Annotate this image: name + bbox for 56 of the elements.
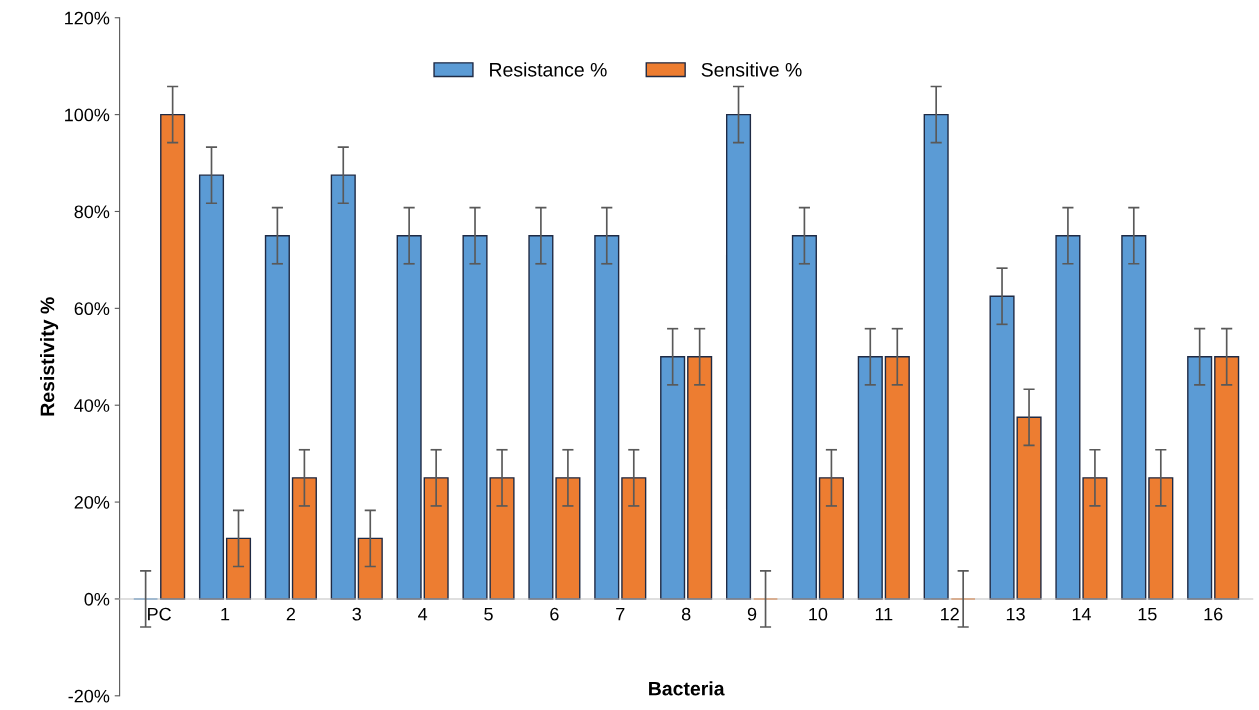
bar (594, 234, 620, 600)
x-tick-label: 16 (1204, 607, 1223, 621)
bar (1187, 356, 1213, 600)
bar (857, 356, 883, 600)
bar (818, 477, 844, 600)
bar (198, 174, 225, 600)
bar (660, 356, 686, 600)
bar (160, 113, 186, 600)
legend-label: Sensitive % (701, 62, 802, 77)
bar (423, 477, 449, 600)
bar (396, 234, 422, 600)
x-tick-label: 12 (941, 607, 959, 621)
bar (725, 113, 752, 600)
bar (1055, 234, 1081, 600)
y-tick-label: 20% (74, 496, 110, 509)
y-tick-label: 100% (65, 108, 110, 122)
x-tick-label: 2 (286, 607, 295, 621)
bar (621, 477, 647, 600)
x-tick-label: 4 (418, 607, 428, 621)
x-tick-label: 15 (1138, 607, 1157, 621)
y-axis-title: Resistivity % (40, 297, 59, 416)
x-tick-label: 6 (550, 607, 559, 621)
bar (528, 234, 554, 600)
bar (330, 174, 356, 600)
x-tick-label: 10 (809, 607, 828, 621)
x-tick-label: 11 (875, 607, 893, 621)
bar (357, 537, 383, 600)
x-tick-label: 5 (484, 607, 493, 621)
y-tick-label: 120% (65, 11, 110, 25)
x-tick-label: 13 (1006, 607, 1025, 621)
x-tick-label: 14 (1072, 607, 1091, 621)
x-tick-label: 1 (221, 607, 230, 621)
x-tick-label: 8 (681, 607, 691, 621)
bar (687, 356, 713, 600)
x-tick-label: PC (148, 607, 171, 621)
x-tick-label: 3 (352, 607, 361, 621)
y-tick-label: 40% (74, 399, 110, 412)
bar (1121, 234, 1147, 600)
bar (225, 537, 252, 600)
bar (884, 356, 910, 600)
x-tick-label: 7 (616, 607, 625, 621)
x-axis-title: Bacteria (649, 681, 725, 696)
y-tick-label: -20% (68, 689, 110, 703)
y-tick-label: 0% (84, 592, 110, 606)
bar (555, 477, 581, 600)
bar (264, 234, 290, 600)
y-tick-label: 60% (74, 302, 110, 316)
bar (923, 113, 949, 600)
bar (1082, 477, 1108, 600)
legend-label: Resistance % (490, 62, 607, 77)
x-tick-label: 9 (747, 607, 757, 621)
bar (1148, 477, 1174, 600)
bar (791, 234, 817, 600)
bar (291, 477, 317, 600)
y-tick-label: 80% (74, 205, 110, 219)
bar (1214, 356, 1240, 600)
